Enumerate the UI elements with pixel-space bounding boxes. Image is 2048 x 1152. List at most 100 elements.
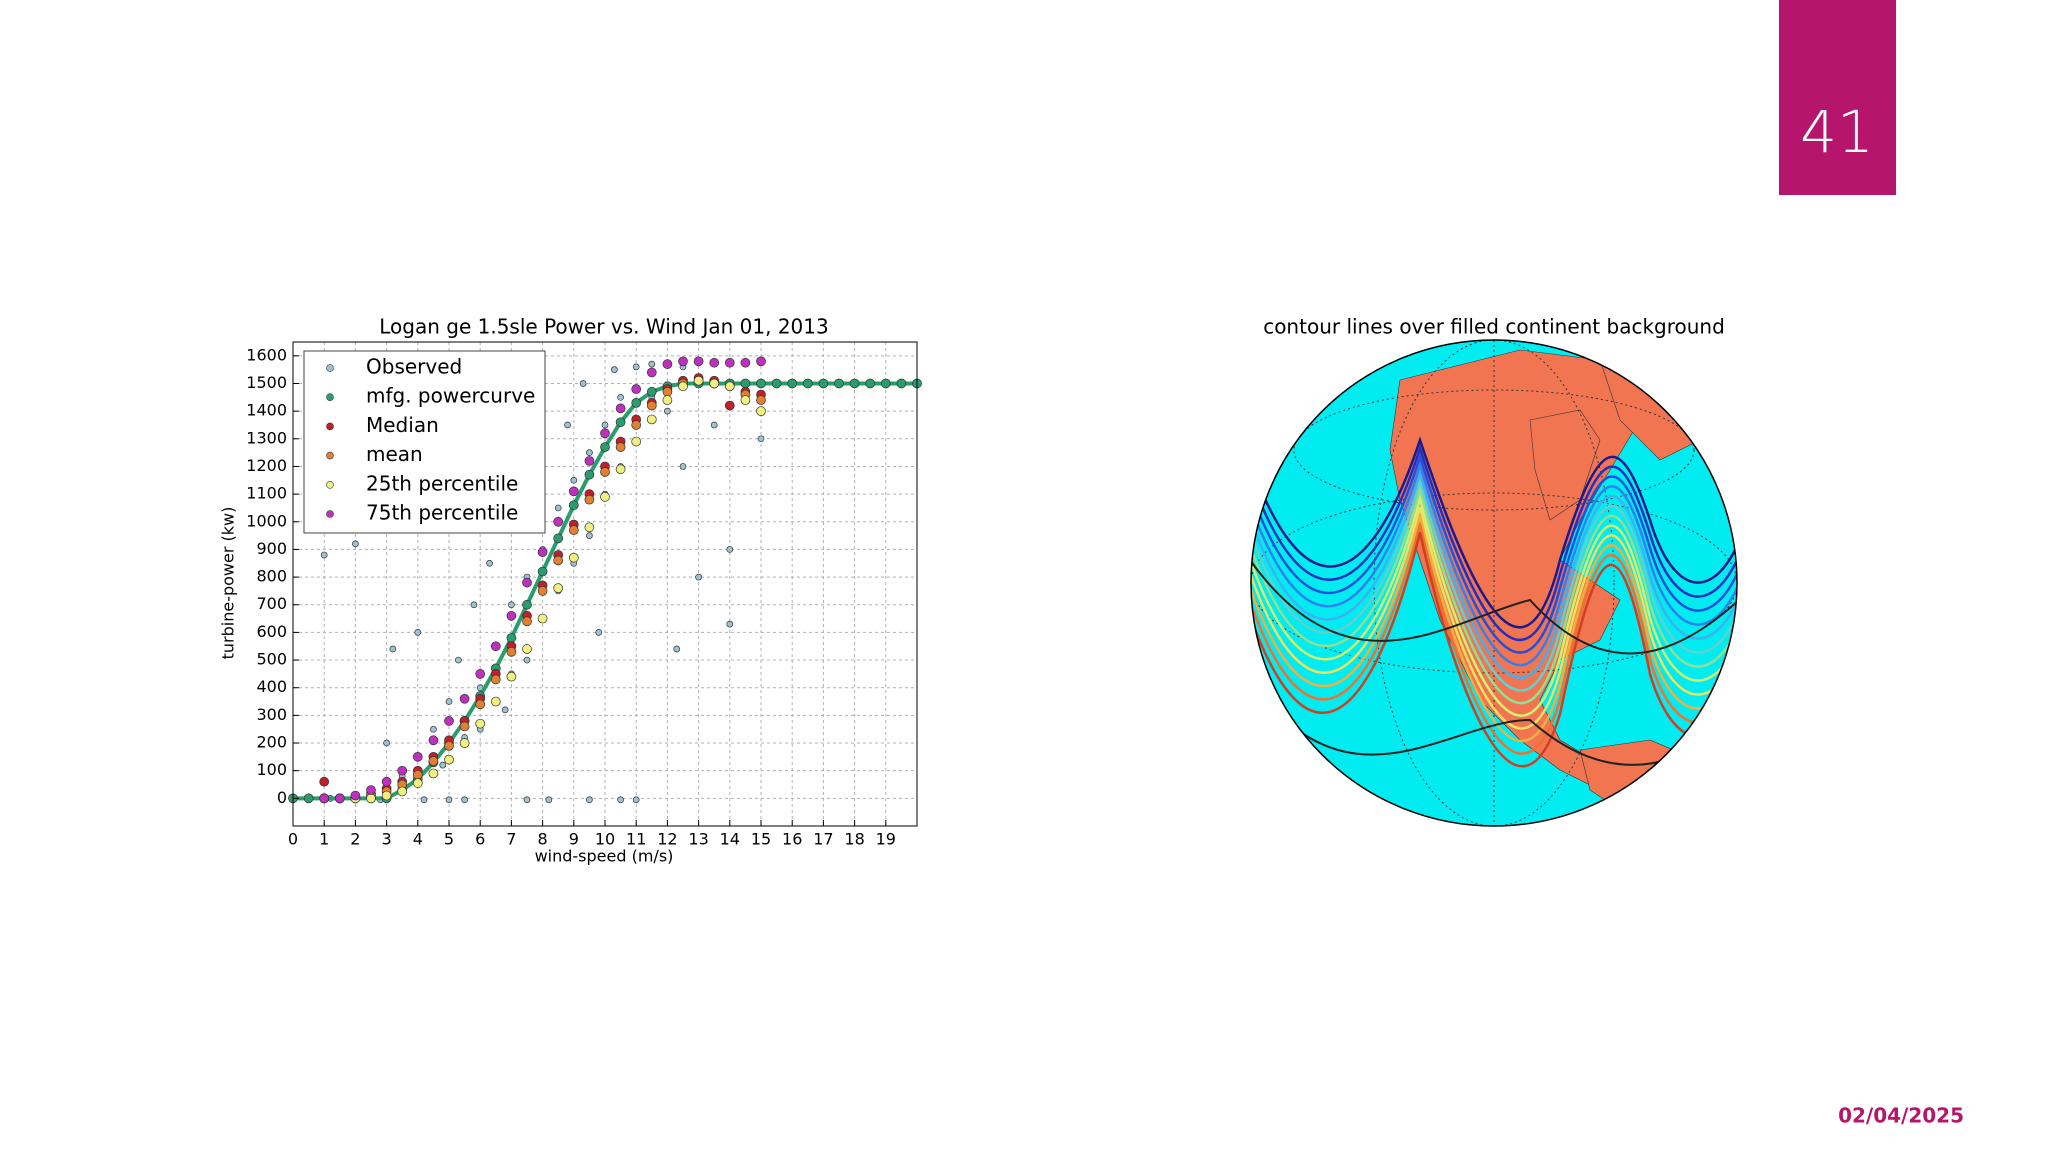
x-tick-label: 1 bbox=[319, 830, 329, 849]
data-point bbox=[740, 395, 751, 405]
data-point bbox=[455, 656, 462, 664]
data-point bbox=[523, 796, 531, 804]
data-point bbox=[617, 393, 624, 401]
data-point bbox=[709, 378, 720, 389]
data-point bbox=[381, 790, 392, 801]
data-point bbox=[537, 547, 548, 558]
data-point bbox=[320, 551, 328, 559]
y-tick-label: 700 bbox=[256, 594, 287, 613]
data-point bbox=[600, 442, 610, 452]
data-point bbox=[523, 656, 531, 664]
data-point bbox=[595, 629, 603, 636]
data-point bbox=[444, 716, 454, 726]
y-tick-label: 1100 bbox=[246, 484, 287, 503]
data-point bbox=[631, 384, 642, 394]
x-tick-label: 5 bbox=[444, 830, 454, 849]
data-point bbox=[673, 645, 681, 653]
y-tick-label: 1300 bbox=[246, 428, 287, 447]
data-point bbox=[553, 516, 564, 527]
data-point bbox=[834, 378, 844, 389]
legend-label: 25th percentile bbox=[366, 471, 518, 495]
y-tick-label: 200 bbox=[256, 733, 287, 752]
legend-marker bbox=[326, 364, 334, 372]
data-point bbox=[366, 785, 376, 795]
data-point bbox=[459, 721, 470, 732]
data-point bbox=[584, 469, 595, 480]
data-point bbox=[475, 669, 486, 679]
data-point bbox=[501, 706, 509, 714]
data-point bbox=[726, 620, 734, 628]
legend-marker bbox=[326, 480, 334, 489]
data-point bbox=[600, 428, 610, 439]
data-point bbox=[632, 363, 640, 371]
legend-label: Observed bbox=[366, 355, 462, 379]
y-tick-label: 1400 bbox=[246, 401, 287, 420]
page-number: 41 bbox=[1800, 98, 1874, 166]
data-point bbox=[506, 633, 517, 643]
map-title: contour lines over filled continent back… bbox=[1263, 315, 1725, 339]
data-point bbox=[710, 421, 718, 429]
data-point bbox=[490, 674, 501, 685]
data-point bbox=[600, 492, 610, 502]
data-point bbox=[537, 566, 548, 577]
data-point bbox=[664, 407, 671, 415]
y-tick-label: 1500 bbox=[246, 373, 287, 392]
x-tick-label: 12 bbox=[657, 830, 677, 849]
x-axis-label: wind-speed (m/s) bbox=[535, 847, 674, 866]
x-tick-label: 19 bbox=[876, 830, 896, 849]
data-point bbox=[506, 610, 517, 621]
contour-line bbox=[1251, 523, 1737, 755]
data-point bbox=[756, 356, 766, 367]
data-point bbox=[693, 356, 704, 367]
data-point bbox=[617, 796, 624, 804]
x-tick-label: 4 bbox=[413, 830, 423, 849]
data-point bbox=[586, 449, 593, 456]
data-point bbox=[771, 378, 782, 389]
x-tick-label: 6 bbox=[475, 830, 485, 849]
data-point bbox=[522, 599, 532, 610]
data-point bbox=[506, 671, 517, 682]
y-axis-label: turbine-power (kw) bbox=[219, 507, 238, 660]
chart-title: Logan ge 1.5sle Power vs. Wind Jan 01, 2… bbox=[379, 315, 828, 339]
data-point bbox=[470, 601, 478, 609]
x-tick-label: 13 bbox=[688, 830, 708, 849]
data-point bbox=[537, 586, 548, 596]
data-point bbox=[319, 776, 330, 787]
contour-line bbox=[1251, 506, 1737, 730]
y-tick-label: 1000 bbox=[246, 511, 287, 530]
legend-box bbox=[303, 350, 546, 534]
y-tick-label: 1600 bbox=[246, 345, 287, 364]
y-tick-label: 500 bbox=[256, 650, 287, 669]
x-tick-label: 7 bbox=[506, 830, 516, 849]
data-point bbox=[475, 718, 486, 729]
data-point bbox=[430, 725, 437, 733]
data-point bbox=[756, 406, 766, 416]
data-point bbox=[662, 359, 673, 369]
data-point bbox=[709, 357, 720, 368]
data-point bbox=[445, 698, 453, 705]
y-tick-label: 400 bbox=[256, 677, 287, 696]
data-point bbox=[545, 796, 553, 804]
x-tick-label: 3 bbox=[382, 830, 392, 849]
data-point bbox=[802, 378, 813, 389]
data-point bbox=[445, 796, 453, 804]
data-point bbox=[584, 522, 595, 533]
data-point bbox=[412, 769, 423, 780]
data-point bbox=[693, 375, 704, 386]
data-point bbox=[568, 486, 579, 497]
data-point bbox=[461, 796, 468, 804]
x-tick-label: 16 bbox=[782, 830, 802, 849]
data-point bbox=[615, 403, 626, 414]
data-point bbox=[648, 360, 656, 368]
legend-label: mean bbox=[366, 442, 423, 466]
data-point bbox=[865, 378, 876, 389]
data-point bbox=[383, 739, 390, 747]
data-point bbox=[818, 378, 829, 389]
data-point bbox=[611, 366, 618, 374]
data-point bbox=[679, 463, 687, 470]
data-point bbox=[601, 421, 609, 429]
data-point bbox=[319, 793, 330, 804]
x-tick-label: 14 bbox=[720, 830, 740, 849]
data-point bbox=[428, 756, 439, 766]
